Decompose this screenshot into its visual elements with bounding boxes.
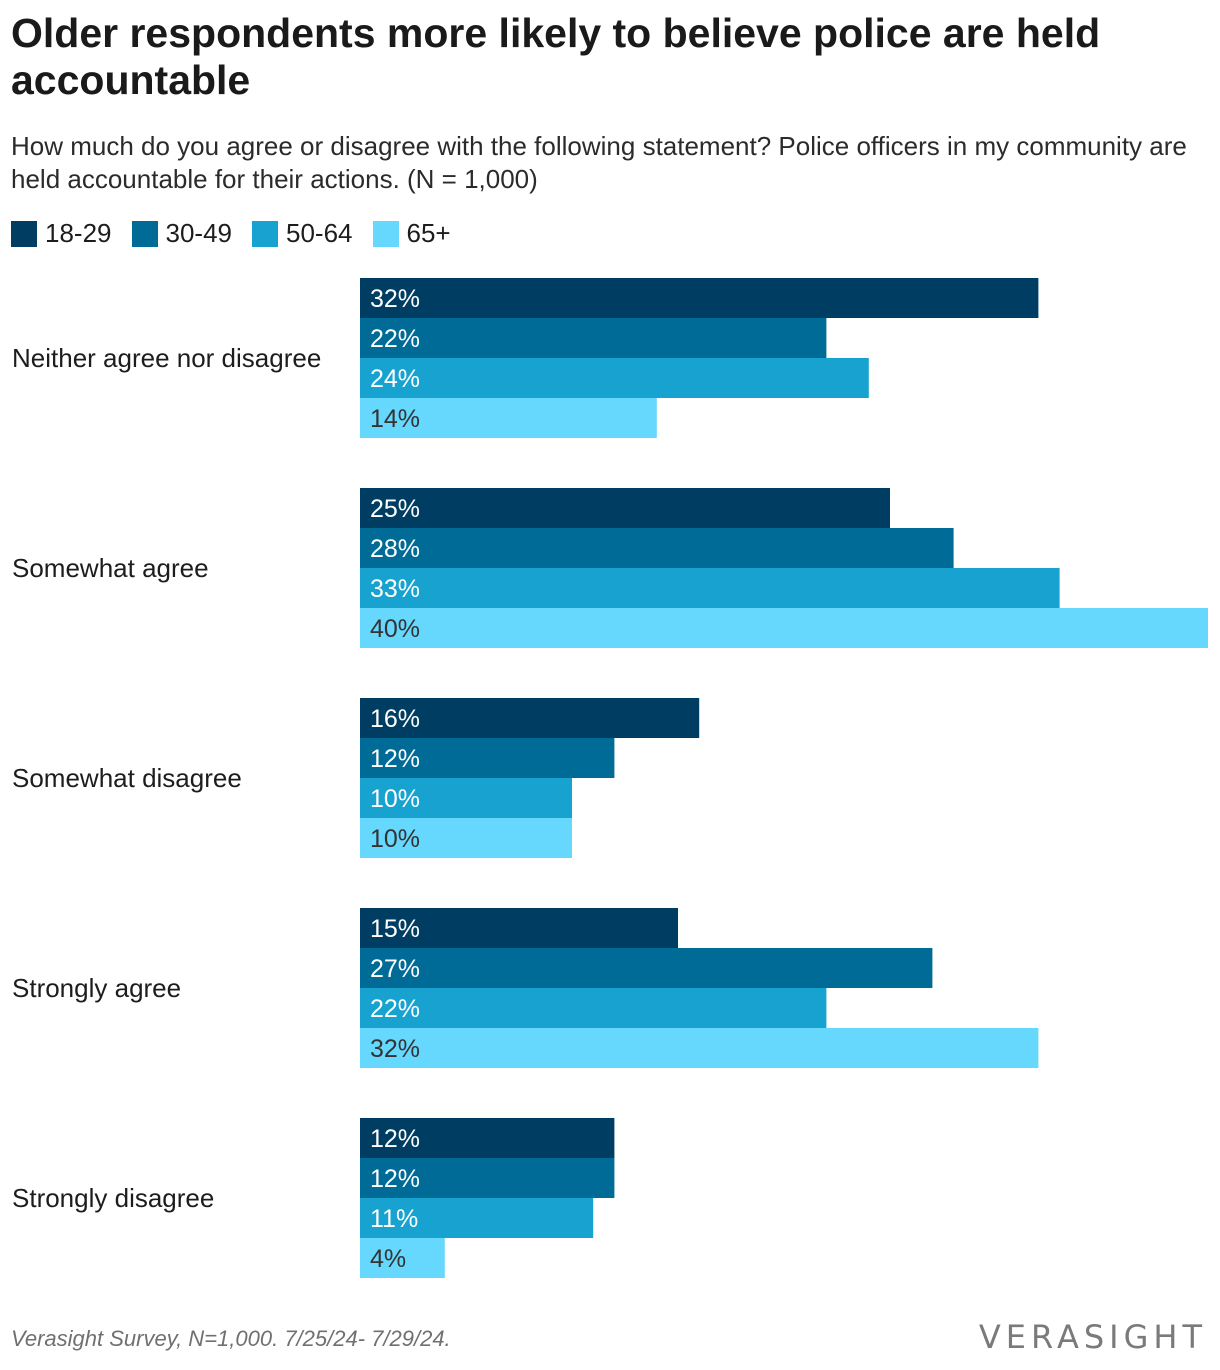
legend-swatch-65-plus (372, 220, 399, 247)
legend-label-50-64: 50-64 (286, 218, 353, 248)
data-label-neither-agree-nor-disagree-50-64: 24% (370, 365, 420, 393)
verasight-logo: VERASIGHT (978, 1318, 1207, 1356)
data-label-strongly-agree-30-49: 27% (370, 955, 420, 983)
data-label-somewhat-agree-18-29: 25% (370, 495, 420, 523)
bar-chart: Neither agree nor disagree 32% 22% 24% 14% So… (12, 278, 1208, 1278)
bar-strongly-disagree-50-64 (360, 1198, 594, 1238)
data-label-somewhat-agree-30-49: 28% (370, 535, 420, 563)
bar-somewhat-agree-65 (360, 608, 1208, 648)
legend: 18-29 30-49 50-64 65+ (11, 218, 471, 249)
data-label-somewhat-agree-65: 40% (370, 615, 420, 643)
legend-swatch-30-49 (131, 220, 158, 247)
bar-strongly-disagree-65 (360, 1238, 445, 1278)
data-label-strongly-disagree-65: 4% (370, 1245, 406, 1273)
data-label-strongly-disagree-30-49: 12% (370, 1165, 420, 1193)
bar-somewhat-disagree-50-64 (360, 778, 572, 818)
bar-somewhat-disagree-65 (360, 818, 572, 858)
legend-item-30-49: 30-49 (131, 218, 233, 249)
legend-label-65-plus: 65+ (406, 218, 451, 248)
bar-strongly-agree-50-64 (360, 988, 827, 1028)
bar-neither-agree-nor-disagree-50-64 (360, 358, 869, 398)
data-label-somewhat-disagree-18-29: 16% (370, 705, 420, 733)
data-label-somewhat-disagree-50-64: 10% (370, 785, 420, 813)
legend-swatch-18-29 (11, 220, 37, 247)
data-label-strongly-agree-65: 32% (370, 1035, 420, 1063)
category-label-neither-agree-nor-disagree: Neither agree nor disagree (12, 343, 321, 373)
data-label-somewhat-disagree-65: 10% (370, 825, 420, 853)
data-label-somewhat-agree-50-64: 33% (370, 575, 420, 603)
bar-neither-agree-nor-disagree-65 (360, 398, 657, 438)
category-label-somewhat-agree: Somewhat agree (12, 553, 209, 583)
chart-title: Older respondents more likely to believe… (11, 10, 1101, 103)
legend-label-30-49: 30-49 (165, 218, 233, 248)
bar-neither-agree-nor-disagree-18-29 (360, 278, 1039, 318)
legend-label-18-29: 18-29 (45, 218, 112, 248)
bar-strongly-agree-65 (360, 1028, 1039, 1068)
data-label-strongly-disagree-50-64: 11% (370, 1205, 418, 1233)
bar-somewhat-agree-30-49 (360, 528, 954, 568)
bar-strongly-agree-30-49 (360, 948, 933, 988)
category-label-strongly-agree: Strongly agree (12, 973, 181, 1003)
bar-somewhat-agree-50-64 (360, 568, 1060, 608)
bar-somewhat-agree-18-29 (360, 488, 890, 528)
bar-strongly-disagree-30-49 (360, 1158, 615, 1198)
category-label-strongly-disagree: Strongly disagree (12, 1183, 214, 1213)
data-label-strongly-disagree-18-29: 12% (370, 1125, 420, 1153)
bar-strongly-agree-18-29 (360, 908, 678, 948)
data-label-strongly-agree-50-64: 22% (370, 995, 420, 1023)
data-label-neither-agree-nor-disagree-65: 14% (370, 405, 420, 433)
legend-swatch-50-64 (252, 220, 278, 247)
source-note: Verasight Survey, N=1,000. 7/25/24- 7/29… (11, 1326, 451, 1351)
data-label-somewhat-disagree-30-49: 12% (370, 745, 420, 773)
data-label-neither-agree-nor-disagree-18-29: 32% (370, 285, 420, 313)
category-label-somewhat-disagree: Somewhat disagree (12, 763, 242, 793)
data-label-strongly-agree-18-29: 15% (370, 915, 420, 943)
legend-item-65-plus: 65+ (372, 218, 451, 249)
bar-neither-agree-nor-disagree-30-49 (360, 318, 827, 358)
bar-strongly-disagree-18-29 (360, 1118, 615, 1158)
bar-somewhat-disagree-30-49 (360, 738, 615, 778)
bar-somewhat-disagree-18-29 (360, 698, 700, 738)
legend-item-18-29: 18-29 (11, 218, 112, 249)
chart-subtitle: How much do you agree or disagree with t… (11, 131, 1187, 194)
data-label-neither-agree-nor-disagree-30-49: 22% (370, 325, 420, 353)
legend-item-50-64: 50-64 (252, 218, 353, 249)
